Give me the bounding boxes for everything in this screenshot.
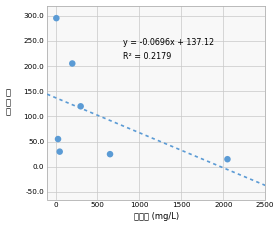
Point — [78, 104, 83, 108]
Point — [70, 62, 74, 65]
X-axis label: 용해도 (mg/L): 용해도 (mg/L) — [134, 212, 179, 222]
Point — [54, 16, 59, 20]
Text: y = -0.0696x + 137.12
R² = 0.2179: y = -0.0696x + 137.12 R² = 0.2179 — [123, 38, 214, 61]
Point — [57, 150, 62, 153]
Point — [225, 157, 230, 161]
Text: 흡
착
능: 흡 착 능 — [5, 88, 10, 117]
Point — [108, 152, 112, 156]
Point — [56, 137, 60, 141]
